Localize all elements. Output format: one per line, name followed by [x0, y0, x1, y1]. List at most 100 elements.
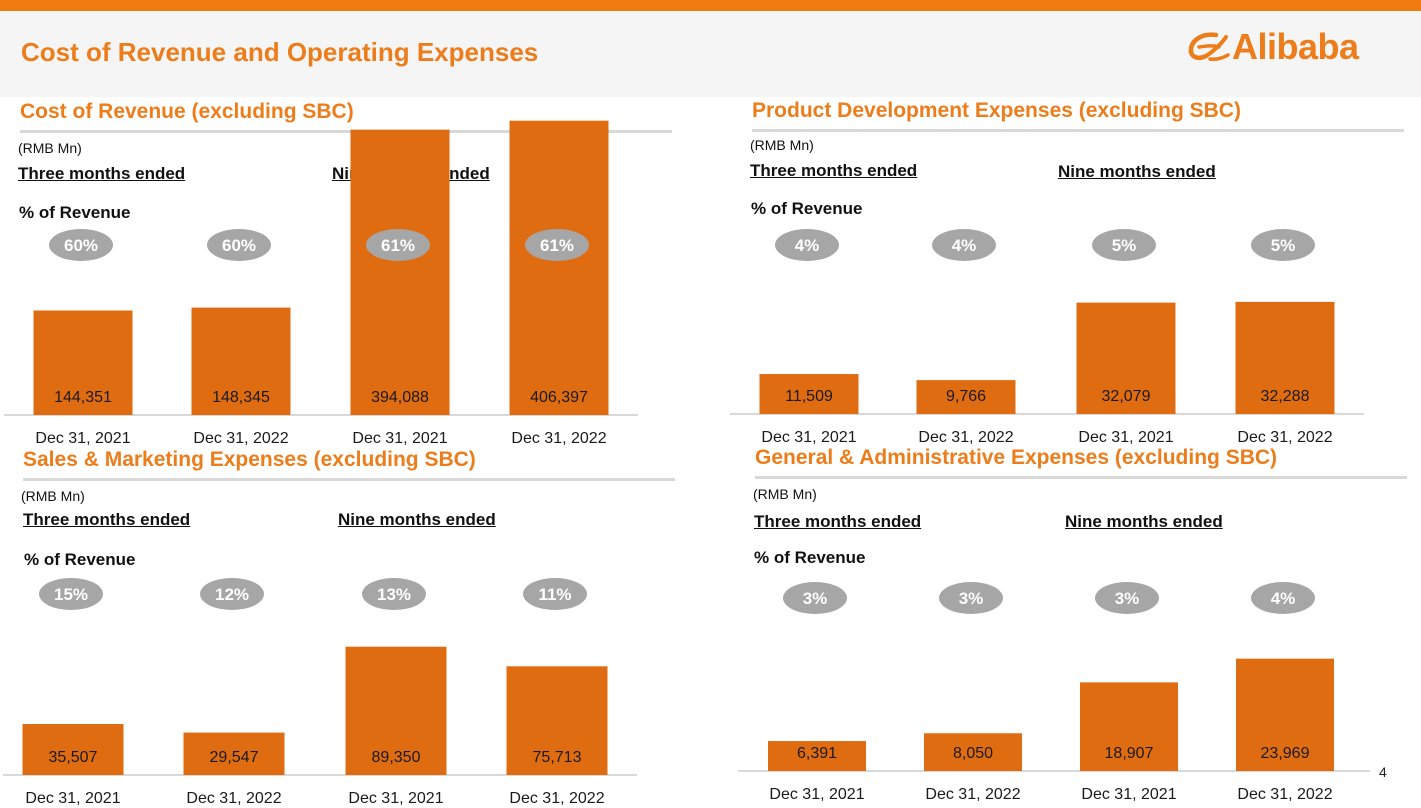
- product-development-chart: 11,509 Dec 31, 2021 4% 9,766 Dec 31, 2022 4% 3…: [730, 229, 1364, 446]
- category-tick-label: Dec 31, 2021: [25, 790, 120, 807]
- bar-value-label: 394,088: [371, 389, 429, 406]
- percent-pill-label: 4%: [952, 236, 977, 255]
- category-tick-label: Dec 31, 2021: [35, 430, 130, 447]
- three-months-label: Three months ended: [18, 164, 186, 183]
- category-tick-label: Dec 31, 2022: [193, 430, 288, 447]
- bar: [768, 741, 866, 771]
- alibaba-logo: Alibaba: [1186, 25, 1408, 69]
- percent-pill-label: 61%: [540, 236, 574, 255]
- bar-value-label: 406,397: [530, 389, 588, 406]
- category-tick-label: Dec 31, 2021: [769, 786, 864, 803]
- percent-pill: [1095, 582, 1159, 614]
- percent-of-revenue-label: % of Revenue: [754, 548, 866, 567]
- percent-pill-label: 13%: [377, 585, 411, 604]
- percent-pill: [207, 229, 271, 261]
- percent-pill: [939, 582, 1003, 614]
- category-tick-label: Dec 31, 2021: [1081, 786, 1176, 803]
- three-months-label: Three months ended: [23, 510, 191, 529]
- category-tick-label: Dec 31, 2022: [1237, 429, 1332, 446]
- panel-title: Cost of Revenue (excluding SBC): [20, 100, 354, 123]
- bar: [183, 732, 285, 775]
- percent-pill-label: 60%: [222, 236, 256, 255]
- category-tick-label: Dec 31, 2022: [918, 429, 1013, 446]
- unit-label: (RMB Mn): [750, 137, 814, 153]
- category-tick-label: Dec 31, 2021: [352, 430, 447, 447]
- bar: [1080, 682, 1178, 771]
- unit-label: (RMB Mn): [21, 488, 85, 504]
- bar-value-label: 23,969: [1261, 745, 1310, 762]
- title-rule: [23, 478, 675, 481]
- bar-value-label: 148,345: [212, 389, 270, 406]
- category-tick-label: Dec 31, 2022: [1237, 786, 1332, 803]
- category-tick-label: Dec 31, 2022: [509, 790, 604, 807]
- bar-value-label: 35,507: [49, 749, 98, 766]
- percent-pill-label: 61%: [381, 236, 415, 255]
- percent-pill: [523, 578, 587, 610]
- bar: [1076, 302, 1176, 414]
- percent-pill-label: 15%: [54, 585, 88, 604]
- category-tick-label: Dec 31, 2022: [925, 786, 1020, 803]
- title-rule: [20, 130, 672, 133]
- page-number: 4: [1379, 764, 1387, 780]
- cost-of-revenue-panel: Cost of Revenue (excluding SBC) (RMB Mn)…: [4, 100, 720, 455]
- three-months-label: Three months ended: [750, 161, 918, 180]
- unit-label: (RMB Mn): [18, 140, 82, 156]
- bar-value-label: 9,766: [946, 388, 986, 405]
- bar: [759, 374, 859, 414]
- logo-wordmark: Alibaba: [1232, 26, 1359, 67]
- category-tick-label: Dec 31, 2021: [761, 429, 856, 446]
- percent-pill: [932, 229, 996, 261]
- percent-pill: [366, 229, 430, 261]
- bar: [33, 310, 133, 415]
- bar: [191, 307, 291, 415]
- page-title: Cost of Revenue and Operating Expenses: [21, 37, 539, 67]
- category-tick-label: Dec 31, 2022: [511, 430, 606, 447]
- percent-pill-label: 60%: [64, 236, 98, 255]
- percent-pill: [1092, 229, 1156, 261]
- bar-value-label: 32,288: [1261, 388, 1310, 405]
- bar: [509, 120, 609, 415]
- percent-pill: [362, 578, 426, 610]
- category-tick-label: Dec 31, 2021: [348, 790, 443, 807]
- percent-pill: [775, 229, 839, 261]
- bar: [506, 666, 608, 775]
- bar-value-label: 18,907: [1105, 745, 1154, 762]
- percent-pill: [783, 582, 847, 614]
- bar-value-label: 8,050: [953, 745, 993, 762]
- bar: [1236, 658, 1334, 771]
- percent-pill-label: 11%: [538, 585, 571, 604]
- percent-pill-label: 12%: [215, 585, 249, 604]
- bar-value-label: 11,509: [785, 388, 833, 405]
- category-tick-label: Dec 31, 2021: [1078, 429, 1173, 446]
- sales-marketing-panel: Sales & Marketing Expenses (excluding SB…: [3, 448, 723, 807]
- category-tick-label: Dec 31, 2022: [186, 790, 281, 807]
- bar: [1235, 301, 1335, 414]
- percent-of-revenue-label: % of Revenue: [19, 203, 131, 222]
- header-band: [0, 11, 1421, 97]
- sales-marketing-chart: 35,507 Dec 31, 2021 15% 29,547 Dec 31, 2022 1…: [3, 578, 637, 807]
- general-administrative-panel: General & Administrative Expenses (exclu…: [738, 446, 1421, 803]
- percent-pill-label: 3%: [1115, 589, 1140, 608]
- bar: [916, 380, 1016, 414]
- bar-value-label: 29,547: [210, 749, 259, 766]
- percent-pill: [1251, 229, 1315, 261]
- nine-months-label: Nine months ended: [338, 510, 496, 529]
- bar-value-label: 89,350: [372, 749, 421, 766]
- title-rule: [752, 129, 1404, 132]
- percent-pill: [49, 229, 113, 261]
- percent-pill-label: 3%: [803, 589, 828, 608]
- percent-pill: [1251, 582, 1315, 614]
- unit-label: (RMB Mn): [753, 486, 817, 502]
- percent-pill-label: 5%: [1112, 236, 1137, 255]
- bar: [350, 129, 450, 416]
- panel-title: Sales & Marketing Expenses (excluding SB…: [23, 448, 476, 471]
- percent-pill-label: 4%: [795, 236, 820, 255]
- bar: [345, 646, 447, 775]
- percent-pill: [525, 229, 589, 261]
- top-accent-bar: [0, 0, 1421, 11]
- panel-title: Product Development Expenses (excluding …: [752, 99, 1241, 122]
- bar-value-label: 75,713: [533, 749, 582, 766]
- product-development-panel: Product Development Expenses (excluding …: [730, 99, 1421, 454]
- alibaba-logo-icon: [1188, 32, 1230, 61]
- bar: [924, 733, 1022, 771]
